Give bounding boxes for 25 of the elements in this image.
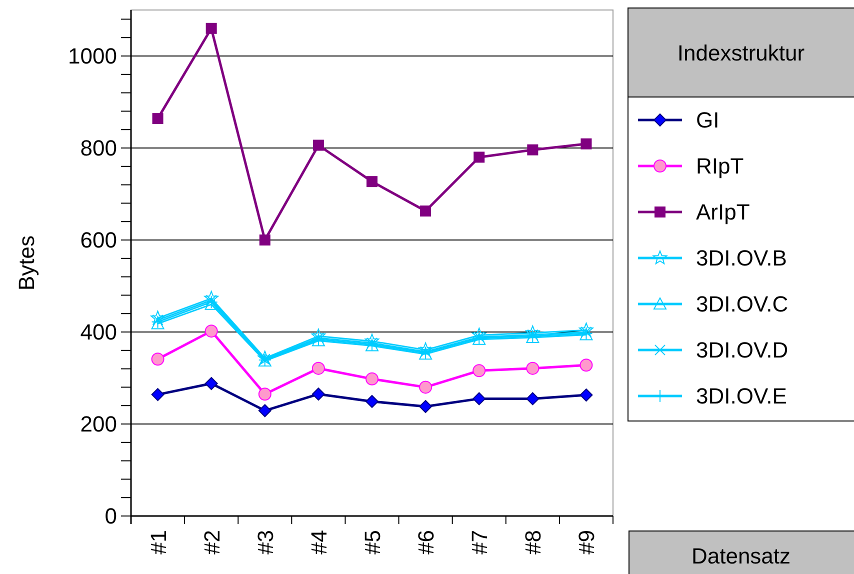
x-axis-title: Datensatz: [691, 544, 791, 569]
y-tick-label: 600: [80, 228, 117, 253]
legend-label: ArIpT: [696, 200, 750, 225]
x-tick-label: #7: [467, 530, 492, 554]
x-tick-label: #1: [146, 530, 171, 554]
x-tick-label: #4: [306, 530, 332, 554]
y-tick-label: 800: [80, 136, 117, 161]
y-tick-label: 0: [104, 504, 117, 529]
legend-label: 3DI.OV.C: [696, 292, 788, 317]
x-tick-label: #8: [520, 530, 546, 554]
y-tick-label: 400: [80, 320, 117, 345]
x-tick-label: #2: [199, 530, 224, 554]
x-tick-label: #9: [574, 530, 600, 554]
legend-label: 3DI.OV.E: [696, 384, 787, 409]
y-tick-label: 200: [80, 412, 117, 437]
x-tick-label: #5: [360, 530, 385, 554]
legend-label: 3DI.OV.B: [696, 246, 787, 271]
x-tick-label: #6: [414, 530, 439, 554]
legend-label: 3DI.OV.D: [696, 338, 788, 363]
legend-label: RIpT: [696, 154, 744, 179]
y-tick-label: 1000: [68, 44, 117, 69]
x-tick-label: #3: [252, 530, 278, 554]
legend-label: GI: [696, 108, 720, 133]
legend-title: Indexstruktur: [677, 40, 805, 66]
y-axis-title: Bytes: [14, 235, 39, 291]
